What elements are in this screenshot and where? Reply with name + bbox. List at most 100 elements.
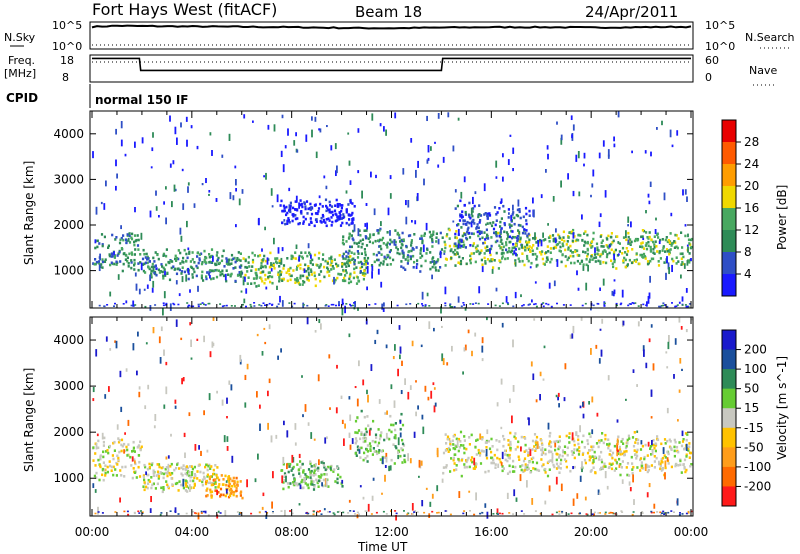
scatter-cell — [533, 209, 535, 218]
scatter-cell — [475, 453, 478, 456]
scatter-cell — [640, 235, 643, 239]
scatter-cell — [303, 268, 306, 273]
scatter-cell — [674, 464, 677, 468]
scatter-cell — [97, 458, 100, 462]
scatter-cell — [529, 249, 532, 252]
nsearch-tick-bottom: 10^0 — [705, 40, 735, 53]
scatter-cell — [685, 453, 688, 457]
scatter-cell — [547, 250, 550, 253]
scatter-cell — [121, 465, 124, 469]
scatter-cell — [170, 462, 173, 466]
scatter-cell — [227, 273, 230, 276]
scatter-cell — [444, 264, 447, 267]
scatter-cell — [272, 471, 274, 479]
scatter-cell — [661, 456, 664, 460]
scatter-cell — [365, 430, 368, 434]
scatter-cell — [332, 267, 335, 270]
scatter-cell — [461, 210, 464, 213]
scatter-cell — [397, 437, 400, 446]
scatter-cell — [405, 200, 407, 206]
scatter-cell — [211, 150, 213, 156]
scatter-cell — [385, 344, 388, 349]
scatter-cell — [518, 260, 521, 263]
scatter-cell — [113, 254, 116, 257]
scatter-cell — [355, 242, 359, 245]
scatter-cell — [349, 180, 352, 185]
scatter-cell — [318, 251, 321, 255]
scatter-cell — [572, 124, 575, 131]
freq-frame — [89, 54, 694, 83]
scatter-cell — [642, 237, 645, 241]
scatter-cell — [591, 455, 594, 458]
scatter-cell — [113, 251, 115, 256]
scatter-cell — [257, 268, 260, 271]
scatter-cell — [286, 279, 289, 283]
scatter-cell — [307, 243, 310, 249]
scatter-cell — [644, 443, 647, 447]
scatter-cell — [335, 262, 338, 266]
scatter-cell — [556, 453, 559, 456]
scatter-cell — [433, 387, 436, 390]
scatter-cell — [429, 501, 432, 507]
scatter-cell — [571, 432, 574, 441]
scatter-cell — [289, 482, 292, 485]
scatter-cell — [657, 264, 661, 267]
scatter-cell — [420, 237, 423, 240]
scatter-cell — [341, 221, 344, 225]
scatter-cell — [514, 243, 518, 247]
scatter-cell — [675, 245, 678, 249]
scatter-cell — [466, 458, 469, 462]
scatter-cell — [634, 453, 637, 457]
scatter-cell — [259, 271, 262, 274]
scatter-cell — [362, 277, 365, 281]
scatter-cell — [565, 243, 568, 246]
scatter-cell — [144, 405, 147, 410]
scatter-cell — [561, 242, 564, 246]
scatter-cell — [413, 431, 416, 438]
scatter-cell — [500, 198, 503, 204]
scatter-cell — [265, 286, 268, 290]
scatter-cell — [212, 255, 214, 262]
scatter-cell — [157, 268, 160, 272]
scatter-cell — [367, 237, 370, 240]
scatter-cell — [134, 248, 137, 251]
scatter-cell — [280, 270, 283, 274]
scatter-cell — [169, 259, 172, 263]
scatter-cell — [433, 405, 436, 413]
scatter-cell — [630, 303, 632, 305]
scatter-cell — [360, 252, 363, 255]
scatter-cell — [443, 252, 446, 255]
scatter-cell — [483, 252, 486, 255]
scatter-cell — [661, 249, 664, 252]
scatter-cell — [353, 224, 356, 232]
scatter-cell — [567, 248, 570, 251]
scatter-cell — [444, 304, 447, 307]
scatter-cell — [303, 477, 306, 481]
scatter-cell — [540, 439, 543, 442]
scatter-cell — [331, 220, 334, 224]
scatter-cell — [597, 259, 600, 263]
scatter-cell — [166, 483, 169, 487]
scatter-cell — [555, 467, 559, 470]
scatter-cell — [167, 463, 170, 471]
scatter-cell — [144, 261, 147, 265]
scatter-cell — [169, 510, 172, 512]
scatter-cell — [153, 260, 156, 263]
scatter-cell — [652, 251, 655, 254]
scatter-cell — [235, 224, 237, 228]
scatter-cell — [496, 231, 499, 235]
scatter-cell — [347, 203, 350, 206]
scatter-cell — [185, 468, 188, 472]
scatter-cell — [227, 495, 231, 499]
scatter-cell — [521, 305, 524, 307]
scatter-cell — [524, 463, 527, 466]
scatter-cell — [196, 477, 199, 480]
scatter-cell — [302, 274, 305, 278]
colorbar-tick-label: 12 — [744, 223, 759, 237]
scatter-cell — [232, 195, 235, 201]
scatter-cell — [578, 254, 581, 257]
scatter-cell — [462, 512, 465, 515]
scatter-cell — [143, 252, 146, 256]
scatter-cell — [188, 304, 191, 307]
scatter-cell — [663, 192, 666, 201]
